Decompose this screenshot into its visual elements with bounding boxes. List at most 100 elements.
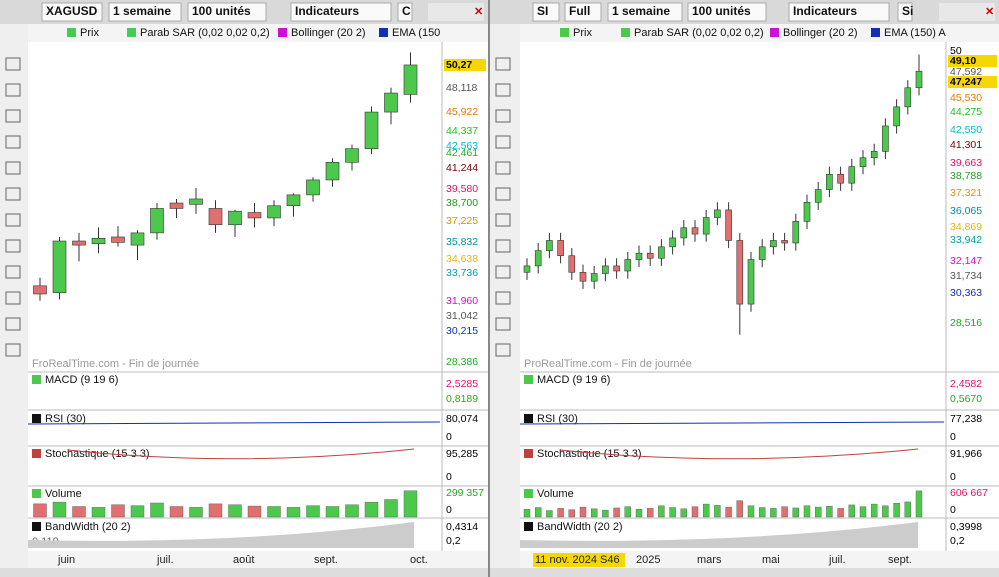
tool-icon[interactable] [5, 187, 21, 201]
volume-bar [111, 504, 125, 518]
toolbar-item[interactable]: 100 unités [192, 4, 251, 18]
x-tick-label: juin [57, 554, 75, 566]
price-tag: 44,275 [950, 106, 982, 118]
legend-item[interactable]: Prix [573, 27, 592, 39]
price-tag-bg [948, 55, 997, 67]
candle-body [602, 265, 609, 274]
tool-icon[interactable] [495, 135, 511, 149]
legend-item[interactable]: Prix [80, 27, 99, 39]
panel-swatch [524, 522, 533, 531]
tool-icon[interactable] [495, 343, 511, 357]
candle-body [91, 238, 106, 245]
legend-item[interactable]: EMA (150 [392, 27, 440, 39]
volume-bar [72, 506, 86, 518]
x-tick-label: août [233, 554, 254, 566]
candle-body [111, 236, 125, 243]
toolbar-item[interactable]: Si [902, 4, 913, 18]
dropdown[interactable] [41, 2, 103, 22]
toolbar-item[interactable]: SI [537, 4, 548, 18]
tool-icon[interactable] [5, 57, 21, 71]
tool-icon[interactable] [495, 317, 511, 331]
panel-title: Stochastique (15 3 3) [45, 448, 150, 460]
toolbar-item[interactable]: 100 unités [692, 4, 751, 18]
rsi-line [519, 421, 945, 425]
dropdown[interactable] [397, 2, 413, 22]
panel-tag: 0 [950, 471, 956, 483]
toolbar-item[interactable]: Full [569, 4, 590, 18]
dropdown[interactable] [187, 2, 267, 22]
tool-icon[interactable] [5, 265, 21, 279]
tool-icon[interactable] [5, 109, 21, 123]
volume-bar [403, 490, 418, 518]
legend-item[interactable]: Bollinger (20 2) [783, 27, 858, 39]
candle-body [557, 240, 564, 257]
dropdown[interactable] [108, 2, 182, 22]
volume-bar [759, 507, 766, 518]
legend-swatch [278, 28, 287, 37]
legend-item[interactable]: Parab SAR (0,02 0,02 0,2) [140, 27, 270, 39]
tool-icon[interactable] [495, 239, 511, 253]
toolbar-item[interactable]: Indicateurs [793, 4, 857, 18]
candle-body [286, 194, 301, 207]
toolbar-item[interactable]: 1 semaine [612, 4, 670, 18]
tool-icon[interactable] [5, 291, 21, 305]
panel-tag: 2,4582 [950, 378, 982, 390]
price-tag: 36,065 [950, 205, 982, 217]
legend-item[interactable]: Bollinger (20 2) [291, 27, 366, 39]
tool-icon[interactable] [495, 291, 511, 305]
candle-body [33, 285, 47, 295]
volume-bar [893, 503, 900, 518]
tool-icon[interactable] [5, 213, 21, 227]
panel-swatch [524, 414, 533, 423]
tool-icon[interactable] [5, 317, 21, 331]
tool-icon[interactable] [5, 239, 21, 253]
candle-body [736, 240, 744, 305]
toolbar-item[interactable]: C [402, 4, 411, 18]
candle-body [208, 208, 223, 226]
candle-body [669, 237, 676, 248]
tool-icon[interactable] [495, 109, 511, 123]
volume-bar [286, 507, 301, 518]
tool-icon[interactable] [5, 161, 21, 175]
volume-bar [267, 506, 281, 518]
panel-swatch [32, 375, 41, 384]
dropdown[interactable] [788, 2, 890, 22]
toolbar-item[interactable]: 1 semaine [113, 4, 171, 18]
price-tag: 39,580 [446, 183, 478, 195]
tool-icon[interactable] [5, 343, 21, 357]
tool-icon[interactable] [495, 265, 511, 279]
dropdown[interactable] [897, 2, 913, 22]
panel-tag: 0,2 [446, 535, 461, 547]
volume-bar [871, 503, 878, 518]
tool-icon[interactable] [5, 135, 21, 149]
panel-tag: 0,5670 [950, 393, 982, 405]
volume-bar [725, 506, 732, 518]
legend-item[interactable]: Parab SAR (0,02 0,02 0,2) [634, 27, 764, 39]
legend-item[interactable]: EMA (150) A [884, 27, 946, 39]
volume-bar [591, 508, 598, 518]
tool-icon[interactable] [5, 83, 21, 97]
dropdown[interactable] [607, 2, 683, 22]
x-tick-label: juil. [828, 554, 846, 566]
close-button[interactable]: ✕ [474, 6, 483, 18]
candle-body [403, 64, 418, 95]
tool-icon[interactable] [495, 161, 511, 175]
price-tag-bg [444, 59, 486, 71]
dropdown[interactable] [687, 2, 767, 22]
candle-body [658, 246, 665, 259]
panel-tag: 0,8189 [446, 393, 478, 405]
toolbar-item[interactable]: Indicateurs [295, 4, 359, 18]
dropdown[interactable] [532, 2, 560, 22]
tool-icon[interactable] [495, 57, 511, 71]
tool-icon[interactable] [495, 187, 511, 201]
price-tag: 42,563 [446, 140, 478, 152]
legend-swatch [770, 28, 779, 37]
volume-bar [169, 506, 184, 518]
tool-icon[interactable] [495, 83, 511, 97]
tool-icon[interactable] [495, 213, 511, 227]
x-axis-bar [520, 551, 999, 568]
dropdown[interactable] [564, 2, 602, 22]
dropdown[interactable] [290, 2, 392, 22]
close-button[interactable]: ✕ [985, 6, 994, 18]
toolbar-item[interactable]: XAGUSD [46, 4, 98, 18]
